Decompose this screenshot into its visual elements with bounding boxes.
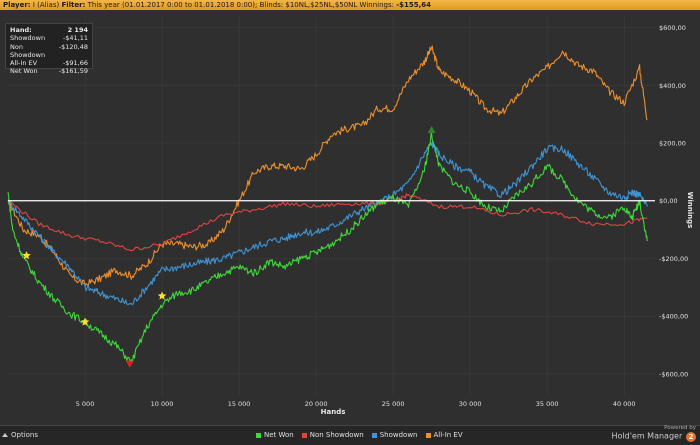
x-tick-label: 15 000 [228, 400, 251, 408]
y-tick-label: $0,00 [659, 197, 678, 205]
y-tick-label: -$400,00 [659, 313, 688, 321]
filter-value[interactable]: This year (01.01.2017 0:00 to 01.01.2018… [87, 1, 358, 9]
stats-row: Showdown -$41,11 [10, 34, 88, 42]
stats-value: -$91,66 [62, 59, 88, 68]
player-value[interactable]: I (Alias) [32, 1, 60, 9]
powered-by-text: Powered by [664, 425, 696, 431]
series-lines [7, 45, 648, 364]
stats-row: Hand: 2 194 [10, 26, 88, 34]
stats-row: All-In EV -$91,66 [10, 59, 88, 67]
options-label: Options [11, 431, 39, 439]
legend-item[interactable]: Net Won [256, 431, 294, 439]
x-tick-label: 5 000 [76, 400, 95, 408]
stats-label: Non Showdown [10, 42, 46, 59]
star-marker-icon [157, 291, 167, 300]
y-tick-label: $400,00 [659, 82, 686, 90]
stats-value: -$41,11 [62, 34, 88, 43]
winnings-value: -$155,64 [396, 1, 431, 9]
brand-name: Hold'em Manager [611, 431, 683, 441]
y-tick-label: -$200,00 [659, 255, 688, 263]
star-marker-icon [80, 317, 90, 326]
x-tick-label: 20 000 [305, 400, 328, 408]
legend-swatch [371, 432, 377, 438]
legend-label: All-In EV [433, 431, 463, 439]
player-label: Player: [3, 1, 31, 9]
series-line-showdown[interactable] [7, 141, 648, 306]
legend-label: Showdown [379, 431, 418, 439]
series-line-all-in-ev[interactable] [7, 45, 648, 288]
chart-legend: Net Won Non Showdown Showdown All-In EV [256, 431, 463, 439]
high-point-triangle-icon [427, 126, 436, 134]
x-axis-label: Hands [321, 408, 346, 416]
filter-label: Filter: [61, 1, 86, 9]
stats-value: -$120,48 [58, 42, 88, 51]
y-axis-label: Winnings [686, 192, 694, 229]
legend-item[interactable]: All-In EV [425, 431, 463, 439]
y-tick-label: $600,00 [659, 24, 686, 32]
x-tick-label: 25 000 [382, 400, 405, 408]
legend-label: Non Showdown [309, 431, 364, 439]
series-line-non-showdown[interactable] [7, 193, 648, 252]
legend-swatch [301, 432, 307, 438]
winnings-graph-area: 5 000 10 000 15 000 20 000 25 000 30 000 35 00… [0, 10, 700, 425]
y-tick-label: $200,00 [659, 140, 686, 148]
series-line-net-won[interactable] [7, 132, 648, 364]
legend-item[interactable]: Showdown [371, 431, 418, 439]
legend-label: Net Won [264, 431, 294, 439]
stats-label: All-In EV [10, 59, 38, 68]
x-tick-label: 35 000 [536, 400, 559, 408]
x-tick-label: 40 000 [613, 400, 636, 408]
stats-label: Net Won [10, 67, 38, 76]
axis-ticks: 5 000 10 000 15 000 20 000 25 000 30 000 35 00… [76, 24, 689, 408]
legend-item[interactable]: Non Showdown [301, 431, 364, 439]
stats-summary-box: Hand: 2 194 Showdown -$41,11 Non Showdown -$1… [5, 23, 93, 75]
winnings-chart[interactable]: 5 000 10 000 15 000 20 000 25 000 30 000 35 00… [0, 10, 700, 425]
hm2-logo-icon: 2 [686, 432, 696, 442]
x-tick-label: 30 000 [459, 400, 482, 408]
stats-row: Non Showdown -$120,48 [10, 43, 88, 60]
stats-label: Showdown [10, 34, 46, 43]
star-marker-icon [22, 251, 31, 260]
stats-value: -$161,59 [58, 67, 88, 76]
series-markers [22, 126, 436, 368]
y-tick-label: -$600,00 [659, 370, 688, 378]
low-point-triangle-icon [125, 360, 134, 368]
chevron-up-icon [2, 433, 8, 437]
options-button[interactable]: Options [2, 431, 38, 439]
winnings-label: Winnings: [359, 1, 394, 9]
stats-value: 2 194 [67, 26, 88, 34]
stats-row: Net Won -$161,59 [10, 67, 88, 75]
legend-swatch [256, 432, 261, 438]
stats-label: Hand: [10, 26, 32, 34]
legend-swatch [425, 432, 431, 438]
x-tick-label: 10 000 [151, 400, 174, 408]
branding: Powered by Hold'em Manager 2 [612, 425, 696, 442]
footer-bar: Options [0, 425, 700, 445]
report-header: Player: I (Alias) Filter: This year (01.… [0, 0, 700, 10]
